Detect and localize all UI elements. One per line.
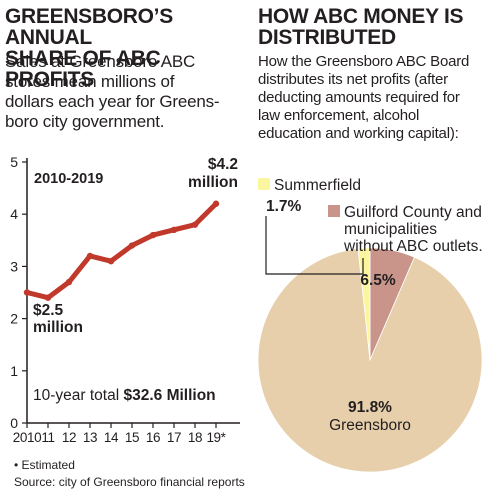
x-tick-label: 12: [62, 430, 76, 445]
x-tick-label: 13: [83, 430, 97, 445]
right-chart-subtitle: How the Greensboro ABC Board distributes…: [258, 53, 470, 142]
x-tick-label: 15: [125, 430, 139, 445]
left-chart-title: GREENSBORO’S ANNUAL SHARE OF ABC PROFITS: [5, 5, 173, 91]
start-value-label: $2.5: [33, 302, 64, 319]
y-tick-label: 2: [10, 311, 18, 327]
data-point: [23, 289, 31, 296]
total-prefix: 10-year total: [33, 387, 123, 404]
x-tick-label: 14: [104, 430, 119, 445]
data-point: [128, 242, 136, 249]
pie-slice-greensboro: [257, 248, 483, 473]
data-point: [65, 278, 73, 286]
y-tick-label: 1: [10, 363, 18, 379]
y-tick-label: 5: [10, 154, 18, 170]
summerfield-pct-label: 1.7%: [266, 198, 302, 215]
summerfield-leader-line: [265, 216, 364, 275]
data-point: [107, 257, 115, 265]
y-tick-label: 3: [10, 258, 18, 274]
data-point: [212, 200, 220, 207]
county-pct-label: 6.5%: [360, 272, 396, 289]
data-point: [44, 294, 52, 301]
data-point: [191, 221, 199, 228]
right-chart-title: HOW ABC MONEY IS DISTRIBUTED: [258, 5, 464, 49]
summerfield-name-label: Summerfield: [274, 177, 361, 194]
greensboro-pct-label: 91.8%: [348, 399, 392, 416]
series-line: [24, 201, 219, 301]
data-point: [86, 252, 94, 260]
end-unit-label: million: [188, 174, 238, 191]
total-label: 10-year total $32.6 Million: [33, 387, 216, 404]
data-point: [170, 226, 178, 234]
start-unit-label: million: [33, 319, 83, 336]
total-value: $32.6 Million: [123, 387, 215, 404]
y-tick-label: 0: [10, 415, 18, 431]
summerfield-legend-swatch: [258, 178, 270, 190]
x-tick-label: 2010: [13, 430, 41, 445]
period-label: 2010-2019: [34, 171, 103, 187]
pie-chart: 91.8%Greensboro 6.5% Guilford County and mu…: [257, 177, 483, 473]
data-point: [149, 231, 157, 239]
x-tick-label: 17: [167, 430, 181, 445]
end-value-label: $4.2: [208, 156, 238, 173]
source-note: Source: city of Greensboro financial rep…: [14, 475, 245, 489]
greensboro-name-label: Greensboro: [329, 417, 411, 434]
pie-slice-summerfield: [357, 247, 371, 361]
footnote-estimated: • Estimated: [14, 458, 75, 472]
x-tick-label: 11: [41, 430, 54, 445]
left-chart-subtitle: Sales at Greensboro ABC stores mean mill…: [5, 52, 220, 131]
x-tick-label: 18: [188, 430, 202, 445]
y-tick-label: 4: [10, 206, 18, 222]
x-tick-label: 16: [146, 430, 160, 445]
county-legend-swatch: [328, 205, 340, 217]
county-name-label: Guilford County and municipalities without…: [343, 204, 483, 255]
x-tick-label: 19*: [206, 430, 226, 445]
